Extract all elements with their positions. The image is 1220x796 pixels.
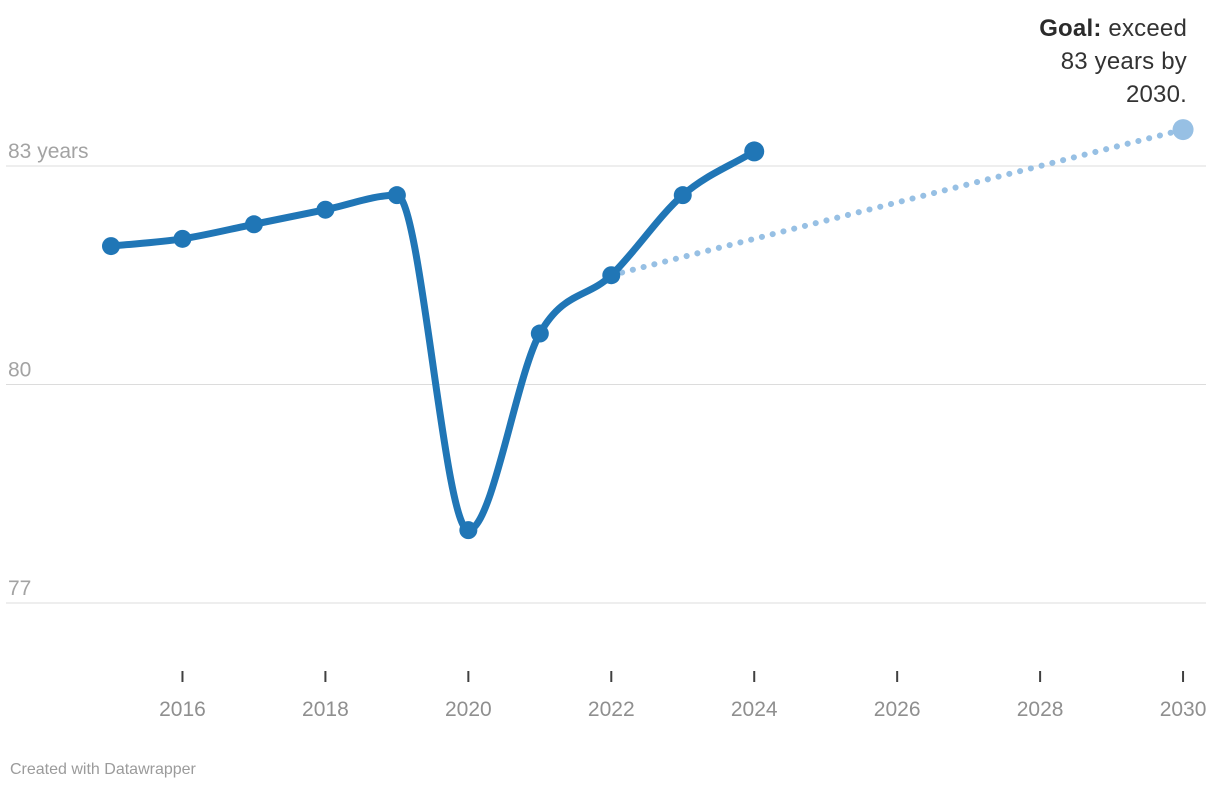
goal-annotation: Goal: exceed 83 years by 2030. [1039,12,1187,111]
y-axis-label-80: 80 [8,358,31,381]
goal-annotation-line3: 2030. [1125,81,1187,108]
datawrapper-credit-link[interactable]: Created with Datawrapper [10,761,196,778]
actual-line [107,147,758,534]
data-point-2017[interactable] [244,215,263,234]
data-point-2024[interactable] [744,141,765,162]
goal-annotation-line1-rest: exceed [1101,15,1187,42]
data-point-2016[interactable] [173,229,192,248]
y-axis-label-77: 77 [8,577,31,600]
x-axis-label-2022: 2022 [588,698,635,721]
data-point-2015[interactable] [102,237,120,256]
goal-projection-line [608,126,1187,279]
x-axis-label-2024: 2024 [731,698,778,721]
x-axis-label-2020: 2020 [445,698,492,721]
data-point-2019[interactable] [387,186,406,205]
x-axis-label-2018: 2018 [302,698,349,721]
x-axis-label-2026: 2026 [874,698,921,721]
x-axis-label-2028: 2028 [1017,698,1064,721]
data-point-2022[interactable] [602,266,621,285]
goal-annotation-line2: 83 years by [1060,48,1187,75]
data-point-2020[interactable] [459,521,478,540]
x-axis-label-2030: 2030 [1160,698,1207,721]
data-point-2018[interactable] [316,200,335,219]
goal-annotation-line1: Goal: exceed [1039,12,1187,45]
data-point-2023[interactable] [673,186,692,205]
x-axis-label-2016: 2016 [159,698,206,721]
y-axis-label-83: 83 years [8,140,89,163]
goal-point-2030[interactable] [1172,119,1194,141]
goal-annotation-label: Goal: [1039,15,1102,42]
data-point-2021[interactable] [530,324,549,343]
chart-svg: 83 years 80 77 2016 2018 2020 2022 2024 2026 2028… [6,119,1207,721]
